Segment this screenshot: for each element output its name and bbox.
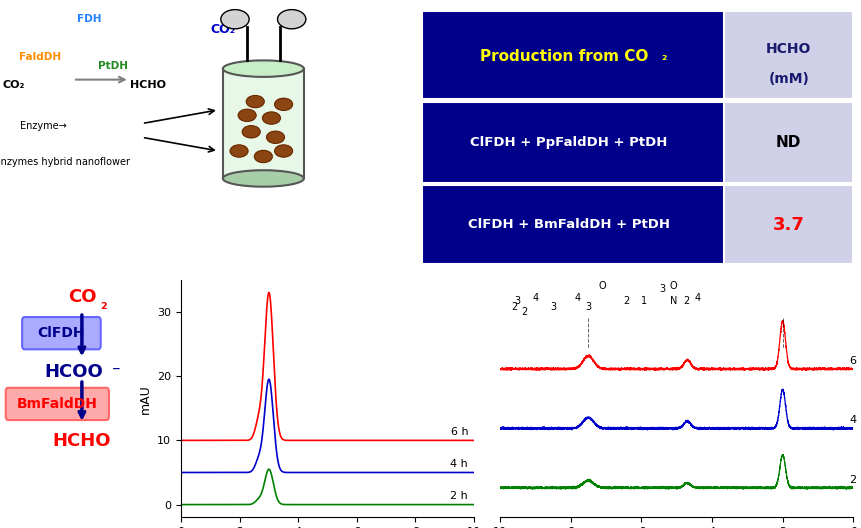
FancyBboxPatch shape [422, 185, 852, 264]
Text: O: O [598, 281, 606, 291]
FancyBboxPatch shape [422, 11, 852, 99]
Text: CO₂: CO₂ [2, 80, 24, 90]
Text: 6 h: 6 h [849, 356, 861, 366]
Text: 4 h: 4 h [450, 459, 468, 469]
Text: ClFDH + PpFaldDH + PtDH: ClFDH + PpFaldDH + PtDH [470, 136, 666, 149]
Circle shape [238, 109, 256, 121]
FancyBboxPatch shape [22, 317, 101, 350]
Text: ClFDH + BmFaldDH + PtDH: ClFDH + BmFaldDH + PtDH [468, 218, 669, 231]
Text: FaldDH: FaldDH [20, 52, 61, 62]
Text: 3: 3 [514, 296, 520, 306]
Text: 3: 3 [658, 284, 665, 294]
Text: PtDH: PtDH [98, 61, 128, 71]
Text: (mM): (mM) [767, 72, 808, 86]
Text: 2: 2 [511, 301, 517, 312]
Circle shape [254, 150, 272, 163]
Text: 3.7: 3.7 [772, 216, 803, 234]
Text: 2: 2 [521, 307, 527, 317]
Text: 4: 4 [694, 293, 700, 303]
Text: ○: ○ [287, 14, 296, 24]
Text: 2 h: 2 h [849, 475, 861, 485]
Text: ClFDH: ClFDH [38, 326, 85, 340]
Circle shape [266, 131, 284, 143]
Ellipse shape [222, 170, 303, 187]
Text: 4: 4 [574, 293, 580, 303]
FancyBboxPatch shape [6, 388, 108, 420]
Circle shape [275, 98, 292, 110]
Text: HCHO: HCHO [129, 80, 165, 90]
FancyBboxPatch shape [422, 102, 852, 183]
Text: 3: 3 [585, 301, 591, 312]
Text: Production from CO: Production from CO [480, 49, 648, 64]
Text: FDH: FDH [77, 14, 102, 24]
Text: HCOO: HCOO [44, 363, 103, 381]
Text: 2: 2 [623, 296, 629, 306]
Text: 2 h: 2 h [450, 492, 468, 502]
Text: 1: 1 [641, 296, 647, 306]
Circle shape [263, 112, 280, 124]
FancyBboxPatch shape [723, 11, 852, 99]
Text: HCHO: HCHO [53, 432, 111, 450]
Text: Multi-enzymes hybrid nanoflower: Multi-enzymes hybrid nanoflower [0, 157, 130, 167]
Text: N: N [669, 296, 676, 306]
Circle shape [275, 145, 292, 157]
Circle shape [230, 145, 248, 157]
Text: CO₂: CO₂ [210, 23, 236, 36]
Circle shape [277, 10, 306, 29]
Ellipse shape [222, 60, 303, 77]
Bar [222, 69, 303, 178]
Text: 4 h: 4 h [849, 416, 861, 426]
Circle shape [220, 10, 249, 29]
Text: Enzyme→: Enzyme→ [21, 121, 67, 131]
Circle shape [246, 96, 263, 108]
Circle shape [242, 126, 260, 138]
Text: 6 h: 6 h [450, 427, 468, 437]
Text: CO: CO [67, 288, 96, 306]
Text: 4: 4 [531, 293, 538, 303]
Text: HCHO: HCHO [765, 42, 810, 55]
FancyBboxPatch shape [723, 185, 852, 264]
Text: O: O [669, 281, 677, 291]
Text: ND: ND [775, 135, 801, 150]
Text: ₂: ₂ [661, 50, 666, 63]
Text: ⁻: ⁻ [112, 363, 121, 381]
Y-axis label: mAU: mAU [139, 384, 152, 413]
Text: ₂: ₂ [100, 297, 107, 312]
Text: ○: ○ [230, 14, 239, 24]
Text: 2: 2 [683, 296, 689, 306]
Text: BmFaldDH: BmFaldDH [17, 397, 97, 411]
FancyBboxPatch shape [723, 102, 852, 183]
Text: 3: 3 [549, 301, 555, 312]
